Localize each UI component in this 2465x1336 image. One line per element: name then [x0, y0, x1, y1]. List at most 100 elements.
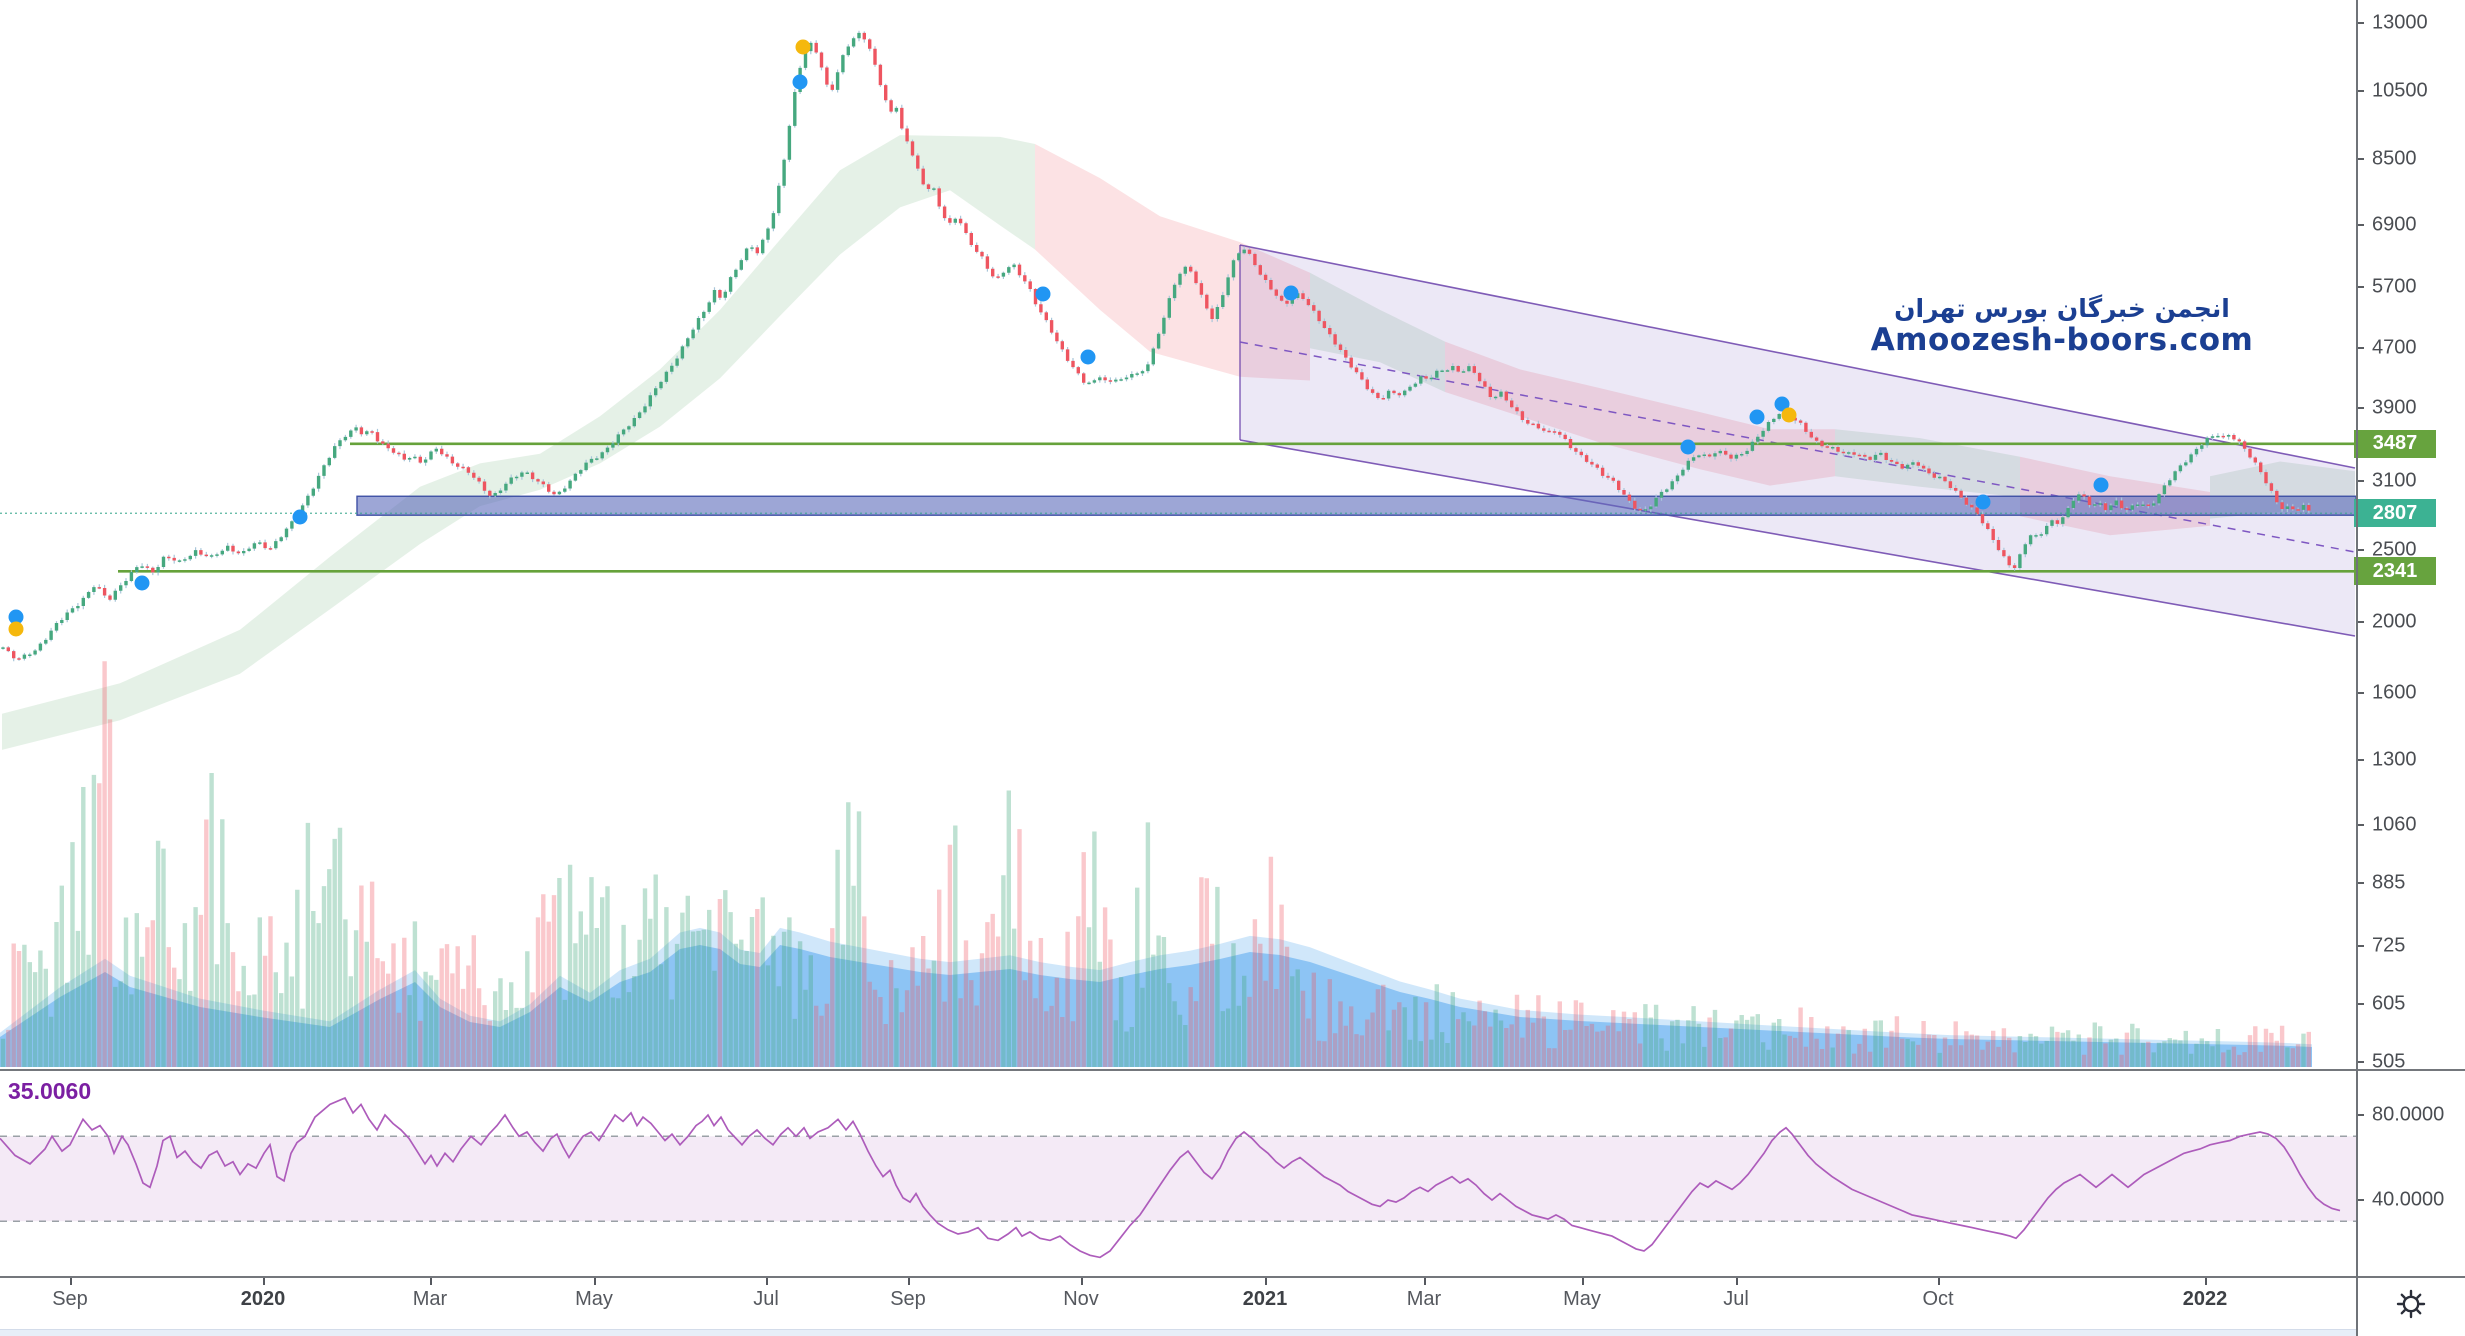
price-tick [2356, 692, 2364, 695]
price-tick-label: 885 [2372, 871, 2406, 894]
signal-dot-blue[interactable] [1774, 396, 1790, 412]
scroll-strip[interactable] [0, 1329, 2356, 1336]
indicator-value-label: 35.0060 [8, 1078, 92, 1104]
price-tick [2356, 549, 2364, 552]
time-label-2022[interactable]: 2022 [2182, 1288, 2228, 1310]
price-tick-label: 6900 [2372, 213, 2417, 236]
signal-dot-blue[interactable] [292, 509, 308, 525]
time-tick [2205, 1278, 2207, 1285]
price-label-3487: 3487 [2354, 429, 2436, 458]
pane-divider[interactable] [0, 1069, 2465, 1071]
settings-gear-button[interactable] [2394, 1287, 2428, 1321]
watermark: انجمن خبرگان بورس تهران Amoozesh-boors.c… [1848, 295, 2276, 357]
volume-ma-area [0, 945, 2312, 1067]
rsi-tick [2356, 1114, 2364, 1116]
price-tick [2356, 1061, 2364, 1064]
gear-icon [2396, 1289, 2426, 1319]
price-tick [2356, 823, 2364, 826]
price-zone-2807[interactable] [356, 495, 2356, 516]
price-tick [2356, 945, 2364, 948]
time-label-2020[interactable]: 2020 [240, 1288, 286, 1310]
price-axis[interactable]: 13000 10500 8500 6900 5700 4700 3900 3100 2500 20… [2354, 0, 2465, 1278]
time-tick [594, 1278, 596, 1285]
price-label-2807: 2807 [2354, 499, 2436, 528]
time-tick [766, 1278, 768, 1285]
price-tick-label: 13000 [2372, 11, 2428, 34]
price-tick [2356, 21, 2364, 24]
trend-channel-fill[interactable] [1240, 245, 2355, 636]
price-label-2341: 2341 [2354, 557, 2436, 586]
time-label-nov[interactable]: Nov [1063, 1288, 1099, 1310]
signal-dot-blue[interactable] [1080, 349, 1096, 365]
price-tick-label: 2000 [2372, 610, 2417, 633]
signal-dot-yellow[interactable] [8, 621, 24, 637]
time-tick [908, 1278, 910, 1285]
price-tick [2356, 90, 2364, 93]
ichimoku-cloud-pink [1035, 144, 1310, 381]
signal-dot-blue[interactable] [792, 74, 808, 90]
rsi-band-fill [0, 1136, 2356, 1222]
channel-top-line[interactable] [1239, 244, 2356, 469]
signal-dot-yellow[interactable] [1781, 407, 1797, 423]
time-label-jul[interactable]: Jul [1723, 1288, 1749, 1310]
time-tick [1736, 1278, 1738, 1285]
price-tick [2356, 224, 2364, 227]
price-tick-label: 1600 [2372, 681, 2417, 704]
time-axis[interactable]: Sep 2020 Mar May Jul Sep Nov 2021 Mar May Jul Oct 20… [0, 1278, 2356, 1328]
time-label-sep[interactable]: Sep [52, 1288, 88, 1310]
ichimoku-cloud-green [2, 135, 1035, 750]
time-label-sep[interactable]: Sep [890, 1288, 926, 1310]
time-tick [1081, 1278, 1083, 1285]
watermark-line-url: Amoozesh-boors.com [1870, 321, 2254, 358]
signal-dot-blue[interactable] [8, 609, 24, 625]
pane-divider[interactable] [0, 1276, 2465, 1278]
price-tick-label: 3100 [2372, 469, 2417, 492]
time-tick [1265, 1278, 1267, 1285]
rsi-tick-label: 80.0000 [2372, 1103, 2445, 1126]
signal-dot-blue[interactable] [2093, 477, 2109, 493]
price-axis-border [2356, 0, 2358, 1336]
signal-dot-yellow[interactable] [795, 39, 811, 55]
rsi-line [0, 1096, 2341, 1259]
volume-bars-up [0, 773, 2306, 1067]
time-tick [1424, 1278, 1426, 1285]
signal-dot-blue[interactable] [1035, 286, 1051, 302]
price-tick-label: 8500 [2372, 147, 2417, 170]
time-tick [1582, 1278, 1584, 1285]
time-tick [1938, 1278, 1940, 1285]
channel-midline[interactable] [1239, 341, 2356, 553]
signal-dot-blue[interactable] [1749, 409, 1765, 425]
time-label-mar[interactable]: Mar [412, 1288, 448, 1310]
price-tick-label: 1300 [2372, 748, 2417, 771]
price-tick-label: 1060 [2372, 813, 2417, 836]
price-tick-label: 5700 [2372, 275, 2417, 298]
time-label-may[interactable]: May [575, 1288, 613, 1310]
signal-dot-blue[interactable] [1975, 494, 1991, 510]
price-tick-label: 505 [2372, 1050, 2406, 1073]
signal-dot-blue[interactable] [1680, 439, 1696, 455]
signal-dot-blue[interactable] [134, 575, 150, 591]
price-tick [2356, 620, 2364, 623]
channel-bottom-line[interactable] [1239, 439, 2356, 637]
ichimoku-cloud-green [1310, 272, 1445, 392]
price-tick-label: 605 [2372, 992, 2406, 1015]
price-tick [2356, 347, 2364, 350]
time-label-2021[interactable]: 2021 [1242, 1288, 1288, 1310]
price-tick [2356, 758, 2364, 761]
rsi-tick [2356, 1199, 2364, 1201]
time-label-may[interactable]: May [1563, 1288, 1601, 1310]
chart-canvas[interactable] [0, 0, 2356, 1336]
time-label-jul[interactable]: Jul [753, 1288, 779, 1310]
price-tick-label: 725 [2372, 934, 2406, 957]
time-label-mar[interactable]: Mar [1406, 1288, 1442, 1310]
price-tick-label: 2500 [2372, 538, 2417, 561]
signal-dot-blue[interactable] [1283, 285, 1299, 301]
price-tick [2356, 881, 2364, 884]
time-tick [263, 1278, 265, 1285]
price-tick [2356, 407, 2364, 409]
price-tick-label: 4700 [2372, 336, 2417, 359]
time-tick [70, 1278, 72, 1285]
time-label-oct[interactable]: Oct [1922, 1288, 1954, 1310]
rsi-tick-label: 40.0000 [2372, 1188, 2445, 1211]
